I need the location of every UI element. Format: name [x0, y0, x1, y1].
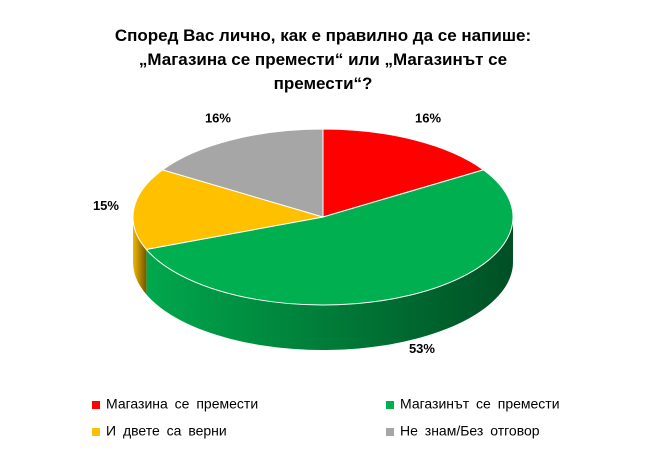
data-label: 16%: [205, 110, 231, 125]
slice: [322, 128, 485, 218]
data-label: 15%: [93, 198, 119, 213]
legend-swatch: [92, 401, 100, 409]
data-label: 53%: [409, 341, 435, 356]
slice: [161, 128, 324, 218]
side-shade: [146, 217, 513, 351]
legend-swatch: [386, 401, 394, 409]
legend-label: Магазинът се премести: [400, 396, 560, 412]
legend-label: Не знам/Без отговор: [400, 423, 540, 439]
data-label: 16%: [415, 110, 441, 125]
legend-swatch: [92, 428, 100, 436]
legend-label: И двете са верни: [106, 423, 227, 439]
legend-swatch: [386, 428, 394, 436]
slice: [145, 169, 514, 306]
legend-label: Магазина се премести: [106, 396, 258, 412]
slice: [132, 169, 324, 250]
side-shade: [133, 217, 147, 295]
chart-title: Според Вас лично, как е правилно да се н…: [114, 26, 532, 93]
